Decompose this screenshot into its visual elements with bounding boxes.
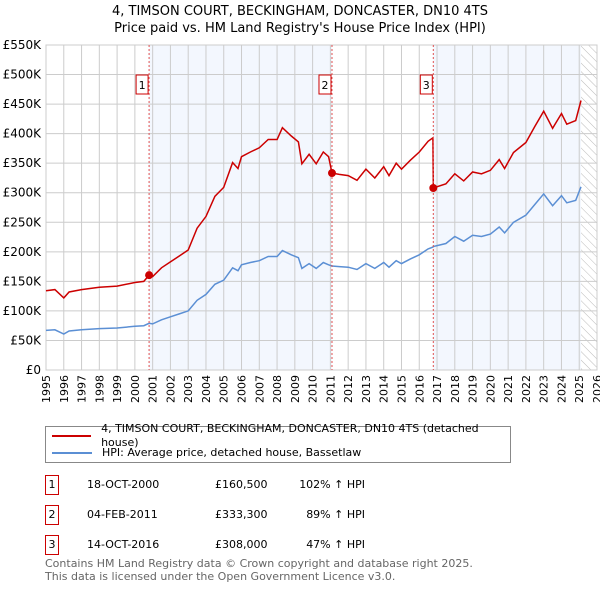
x-tick-label: 2010 <box>307 375 320 403</box>
legend: 4, TIMSON COURT, BECKINGHAM, DONCASTER, … <box>45 422 511 463</box>
sale-marker-box <box>135 74 149 95</box>
sale-price: £308,000 <box>215 538 268 551</box>
x-tick-label: 2025 <box>573 375 586 403</box>
sale-marker-label: 1 <box>139 79 146 92</box>
y-tick-label: £250K <box>3 215 43 229</box>
x-tick-label: 2017 <box>431 375 444 403</box>
legend-item-price: 4, TIMSON COURT, BECKINGHAM, DONCASTER, … <box>52 422 510 449</box>
price-paid-line <box>45 100 582 299</box>
y-tick-label: £150K <box>3 274 43 288</box>
sale-hpi-change: 102% ↑ HPI <box>299 478 365 491</box>
x-tick-label: 2013 <box>360 375 373 403</box>
x-tick-label: 2001 <box>147 375 160 403</box>
x-tick-label: 2015 <box>395 375 408 403</box>
x-tick-label: 2019 <box>467 375 480 403</box>
y-tick-label: £200K <box>3 245 43 259</box>
x-tick-label: 2012 <box>342 375 355 403</box>
x-tick-label: 1996 <box>58 375 71 403</box>
y-tick-label: £350K <box>3 156 43 170</box>
sale-point <box>429 184 438 192</box>
x-tick-label: 2000 <box>129 375 142 403</box>
x-tick-label: 1997 <box>76 375 89 403</box>
footer-line: This data is licensed under the Open Gov… <box>45 570 396 583</box>
sale-date: 18-OCT-2000 <box>87 478 160 491</box>
sale-price: £333,300 <box>215 508 268 521</box>
y-tick-label: £300K <box>3 186 43 200</box>
footer-line: Contains HM Land Registry data © Crown c… <box>45 557 473 570</box>
x-tick-label: 1999 <box>111 375 124 403</box>
chart-subtitle: Price paid vs. HM Land Registry's House … <box>114 21 486 36</box>
sale-price: £160,500 <box>215 478 268 491</box>
y-tick-label: £550K <box>3 38 43 52</box>
sale-date: 14-OCT-2016 <box>87 538 160 551</box>
sale-marker-box <box>419 74 433 95</box>
x-tick-label: 2005 <box>218 375 231 403</box>
sale-point <box>327 169 336 178</box>
x-tick-label: 2018 <box>449 375 462 403</box>
shaded-region <box>433 45 582 370</box>
legend-label: HPI: Average price, detached house, Bass… <box>102 446 362 459</box>
x-tick-label: 2008 <box>271 375 284 403</box>
x-tick-label: 2026 <box>591 375 600 403</box>
legend-label: 4, TIMSON COURT, BECKINGHAM, DONCASTER, … <box>101 422 479 449</box>
legend-item-hpi: HPI: Average price, detached house, Bass… <box>52 445 361 461</box>
x-tick-label: 2004 <box>200 375 213 403</box>
x-tick-label: 1998 <box>93 375 106 403</box>
plot-area: 1 2 3 1995 1996 1997 1998 1999 2000 2001 2002 2003 2… <box>3 38 600 403</box>
y-tick-label: £400K <box>3 127 43 141</box>
x-tick-label: 2016 <box>413 375 426 403</box>
y-tick-label: £500K <box>3 68 43 82</box>
sale-marker-label: 2 <box>321 79 328 92</box>
x-tick-label: 2009 <box>289 375 302 403</box>
x-tick-label: 2007 <box>253 375 266 403</box>
shaded-region <box>149 45 332 370</box>
x-tick-label: 2024 <box>555 375 568 403</box>
x-tick-label: 2014 <box>378 375 391 403</box>
sale-number: 1 <box>45 475 59 495</box>
x-tick-label: 2023 <box>538 375 551 403</box>
sale-marker-box <box>318 74 332 95</box>
legend-swatch-blue <box>52 452 92 454</box>
sale-number: 2 <box>45 505 59 525</box>
y-tick-label: £100K <box>3 304 43 318</box>
plot-border <box>45 44 598 371</box>
hpi-line <box>45 186 582 335</box>
y-tick-label: £0 <box>26 363 41 377</box>
sale-number: 3 <box>45 535 59 555</box>
forecast-hatch <box>581 45 597 370</box>
sale-point <box>145 271 154 280</box>
x-tick-label: 2011 <box>324 375 337 403</box>
y-tick-label: £50K <box>10 333 42 347</box>
legend-swatch-red <box>52 435 92 437</box>
x-tick-label: 2003 <box>182 375 195 403</box>
x-tick-label: 2006 <box>236 375 249 403</box>
x-tick-label: 2020 <box>484 375 497 403</box>
sale-hpi-change: 89% ↑ HPI <box>306 508 365 521</box>
chart-title: 4, TIMSON COURT, BECKINGHAM, DONCASTER, … <box>111 4 489 19</box>
x-tick-label: 1995 <box>40 375 53 403</box>
x-tick-label: 2002 <box>164 375 177 403</box>
sale-marker-label: 3 <box>423 79 430 92</box>
sale-hpi-change: 47% ↑ HPI <box>306 538 365 551</box>
sale-date: 04-FEB-2011 <box>87 508 158 521</box>
x-tick-label: 2021 <box>502 375 515 403</box>
y-tick-label: £450K <box>3 97 43 111</box>
x-tick-label: 2022 <box>520 375 533 403</box>
